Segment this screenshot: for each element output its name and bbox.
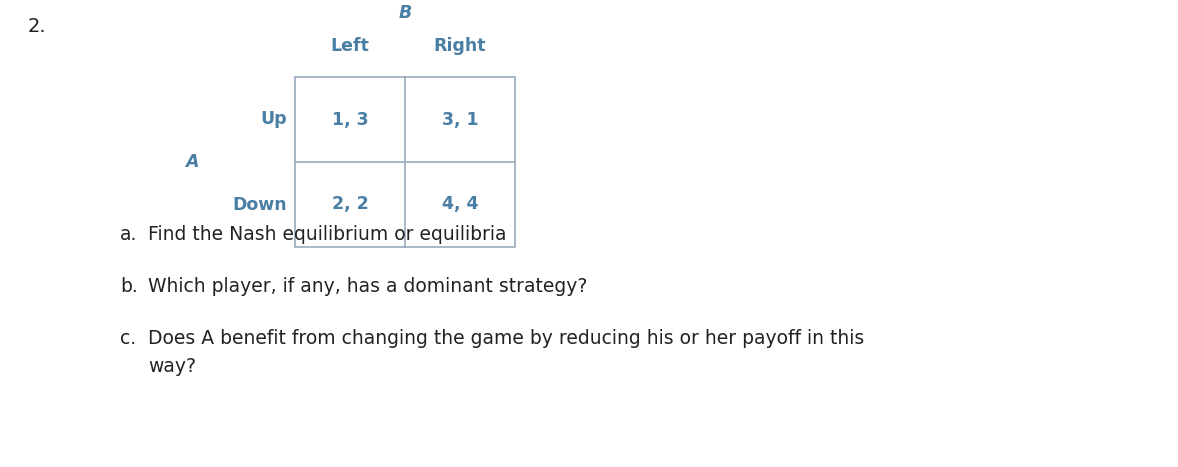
Text: 2, 2: 2, 2 [332,196,369,213]
Text: Left: Left [331,37,370,55]
Text: b.: b. [120,277,138,296]
Text: Right: Right [434,37,487,55]
Text: 3, 1: 3, 1 [442,111,478,128]
Bar [294,77,515,247]
Text: way?: way? [148,357,196,376]
Text: Down: Down [232,196,287,213]
Text: c.: c. [120,329,137,348]
Text: Find the Nash equilibrium or equilibria: Find the Nash equilibrium or equilibria [148,225,507,244]
Text: B: B [398,4,411,22]
Text: 2.: 2. [28,17,47,36]
Text: Does A benefit from changing the game by reducing his or her payoff in this: Does A benefit from changing the game by… [148,329,865,348]
Text: A: A [185,153,199,171]
Text: a.: a. [120,225,138,244]
Text: 4, 4: 4, 4 [442,196,478,213]
Text: 1, 3: 1, 3 [332,111,369,128]
Text: Which player, if any, has a dominant strategy?: Which player, if any, has a dominant str… [148,277,588,296]
Text: Up: Up [260,111,287,128]
